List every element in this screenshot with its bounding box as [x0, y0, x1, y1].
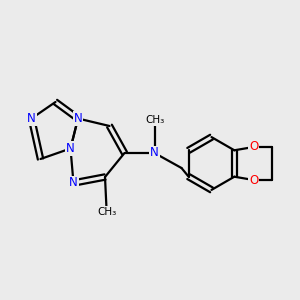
Text: N: N [69, 176, 78, 190]
Text: N: N [74, 112, 82, 125]
Text: N: N [150, 146, 159, 160]
Text: CH₃: CH₃ [97, 207, 116, 217]
Text: O: O [249, 173, 258, 187]
Text: N: N [27, 112, 36, 125]
Text: O: O [249, 140, 258, 154]
Text: CH₃: CH₃ [145, 115, 164, 125]
Text: N: N [66, 142, 75, 155]
